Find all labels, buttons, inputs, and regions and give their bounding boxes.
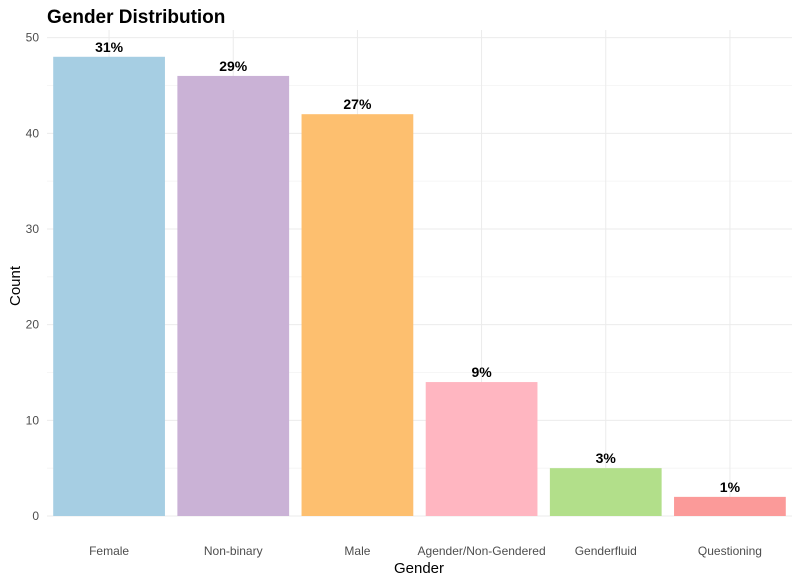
y-tick-label: 20	[26, 318, 40, 332]
bar	[674, 496, 786, 516]
y-tick-label: 30	[26, 222, 40, 236]
x-tick-label: Genderfluid	[575, 544, 637, 558]
x-tick-label: Female	[89, 544, 129, 558]
y-tick-label: 50	[26, 31, 40, 45]
data-label: 29%	[219, 58, 248, 74]
bar	[425, 382, 538, 516]
x-tick-label: Non-binary	[204, 544, 263, 558]
bar-labels: 31% 29% 27% 9% 3% 1%	[95, 39, 741, 495]
chart-title: Gender Distribution	[47, 7, 225, 28]
bars	[53, 56, 786, 517]
data-label: 31%	[95, 39, 124, 55]
data-label: 1%	[720, 479, 741, 495]
x-tick-label: Agender/Non-Gendered	[418, 544, 546, 558]
x-axis-title: Gender	[394, 560, 444, 577]
bar	[301, 114, 414, 517]
bar	[177, 75, 290, 516]
y-axis-ticks: 0 10 20 30 40 50	[26, 31, 40, 523]
bar	[549, 468, 662, 516]
x-axis-ticks: Female Non-binary Male Agender/Non-Gendered…	[89, 544, 762, 558]
y-tick-label: 10	[26, 413, 40, 427]
y-tick-label: 0	[32, 509, 39, 523]
bar	[53, 56, 165, 516]
data-label: 27%	[343, 96, 372, 112]
x-tick-label: Male	[344, 544, 370, 558]
y-axis-title: Count	[7, 265, 24, 306]
x-tick-label: Questioning	[698, 544, 762, 558]
data-label: 9%	[471, 364, 492, 380]
y-tick-label: 40	[26, 126, 40, 140]
data-label: 3%	[596, 450, 617, 466]
